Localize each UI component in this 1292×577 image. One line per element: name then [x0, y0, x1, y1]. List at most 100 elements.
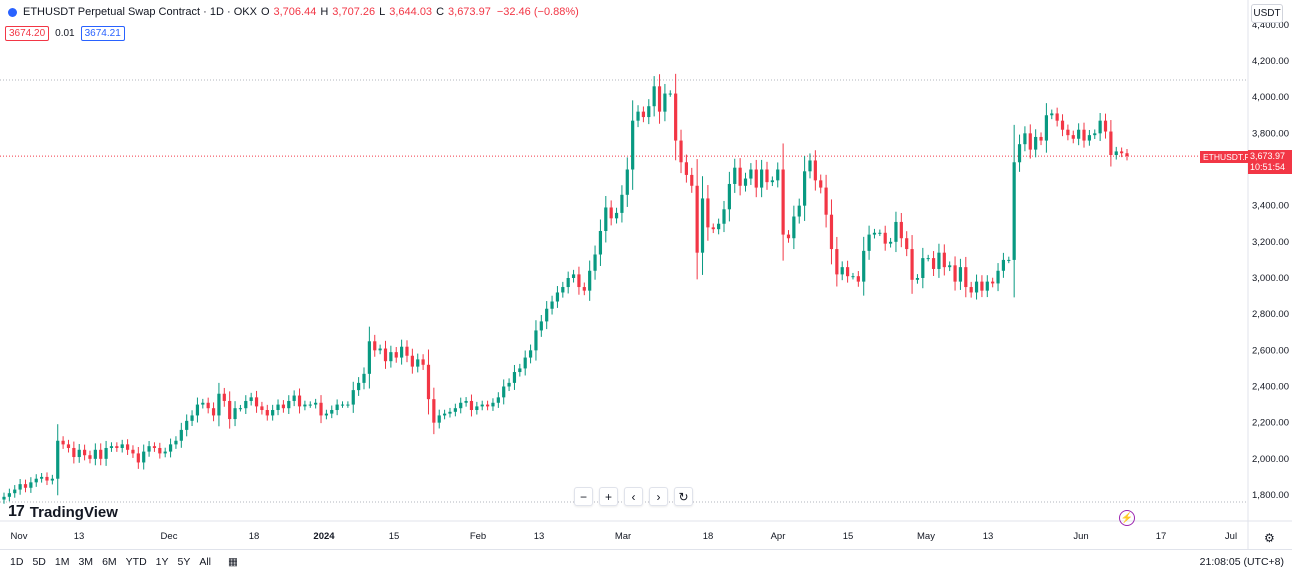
- calendar-icon[interactable]: ▦: [228, 556, 238, 568]
- candle: [292, 390, 296, 407]
- candle: [840, 261, 844, 281]
- sell-price-button[interactable]: 3674.20: [5, 26, 50, 41]
- candle: [158, 442, 162, 459]
- candle: [464, 397, 468, 407]
- candle: [254, 390, 259, 413]
- last-price-label: 3,673.97 10:51:54: [1248, 150, 1292, 174]
- candle: [523, 350, 527, 376]
- candle: [308, 401, 312, 408]
- candle: [351, 381, 355, 413]
- candle: [776, 162, 780, 188]
- candle: [974, 274, 979, 300]
- range-button-1d[interactable]: 1D: [10, 556, 24, 568]
- buy-price-button[interactable]: 3674.21: [80, 26, 125, 41]
- candle: [1007, 256, 1011, 264]
- candle: [921, 247, 925, 289]
- candle: [507, 378, 511, 392]
- candle: [131, 445, 135, 458]
- range-button-3m[interactable]: 3M: [78, 556, 94, 568]
- candle: [125, 439, 130, 455]
- candle: [168, 438, 173, 458]
- candle: [1060, 114, 1065, 137]
- candle: [845, 260, 850, 283]
- range-button-6m[interactable]: 6M: [102, 556, 117, 568]
- candle: [991, 277, 995, 288]
- candle: [937, 243, 941, 278]
- price-tick-label: 2,400.00: [1252, 382, 1289, 393]
- time-tick-label: Jul: [1225, 531, 1237, 542]
- candle: [410, 348, 414, 374]
- candle: [56, 424, 60, 496]
- candle: [620, 185, 624, 223]
- candle: [550, 295, 554, 315]
- low-label: L: [379, 6, 386, 18]
- tradingview-logo[interactable]: 17 TradingView: [8, 503, 118, 521]
- candle: [491, 398, 495, 411]
- clock[interactable]: 21:08:05 (UTC+8): [1199, 556, 1284, 568]
- candle: [695, 159, 699, 280]
- candle: [389, 345, 393, 368]
- range-button-ytd[interactable]: YTD: [125, 556, 147, 568]
- candle: [953, 256, 957, 291]
- reset-chart-button[interactable]: ↻: [674, 487, 693, 506]
- close-value: 3,673.97: [448, 6, 491, 18]
- candle: [330, 405, 334, 419]
- candle: [23, 479, 28, 493]
- candle: [303, 400, 307, 411]
- candle: [195, 397, 200, 423]
- candle: [142, 444, 146, 470]
- currency-button[interactable]: USDT: [1251, 4, 1283, 23]
- candle: [40, 473, 44, 483]
- candle: [448, 407, 452, 418]
- candle: [502, 379, 506, 405]
- candle: [1087, 129, 1091, 146]
- candle: [437, 409, 441, 429]
- range-button-5y[interactable]: 5Y: [177, 556, 191, 568]
- time-tick-label: 18: [249, 531, 260, 542]
- price-tick-label: 4,000.00: [1252, 92, 1289, 103]
- candle: [942, 244, 946, 276]
- scroll-right-button[interactable]: ›: [649, 487, 668, 506]
- candle: [808, 153, 812, 179]
- time-tick-label: Jun: [1073, 531, 1088, 542]
- candle: [641, 106, 646, 123]
- scroll-left-button[interactable]: ‹: [624, 487, 643, 506]
- candle: [1012, 124, 1016, 298]
- candle: [1082, 122, 1086, 148]
- candle: [894, 211, 898, 253]
- candle: [1103, 113, 1108, 139]
- candle: [888, 237, 893, 248]
- zoom-in-button[interactable]: +: [599, 487, 618, 506]
- candle: [539, 314, 543, 337]
- candle: [582, 282, 586, 296]
- exchange-logo-icon: [8, 7, 17, 17]
- candle: [872, 228, 877, 239]
- settings-gear-icon[interactable]: ⚙: [1264, 531, 1275, 545]
- zoom-out-button[interactable]: −: [574, 487, 593, 506]
- candle: [878, 229, 882, 237]
- high-label: H: [320, 6, 329, 18]
- candle: [453, 403, 457, 417]
- range-button-1y[interactable]: 1Y: [155, 556, 169, 568]
- candle: [867, 225, 871, 260]
- candle: [609, 200, 613, 226]
- candle: [593, 245, 597, 280]
- lightning-icon[interactable]: ⚡: [1119, 510, 1135, 526]
- range-button-5d[interactable]: 5D: [32, 556, 46, 568]
- candle: [104, 440, 108, 466]
- candle: [18, 478, 22, 495]
- candle: [206, 397, 210, 414]
- candle: [1023, 126, 1027, 152]
- time-tick-label: Apr: [771, 531, 786, 542]
- candle: [625, 157, 629, 207]
- low-value: 3,644.03: [389, 6, 433, 18]
- candle: [185, 414, 189, 437]
- range-button-all[interactable]: All: [199, 556, 212, 568]
- range-button-1m[interactable]: 1M: [54, 556, 70, 568]
- symbol-title[interactable]: ETHUSDT Perpetual Swap Contract · 1D · O…: [23, 6, 257, 18]
- candle: [99, 443, 103, 466]
- candle: [824, 174, 828, 228]
- price-tick-label: 2,800.00: [1252, 309, 1289, 320]
- candle: [222, 387, 226, 407]
